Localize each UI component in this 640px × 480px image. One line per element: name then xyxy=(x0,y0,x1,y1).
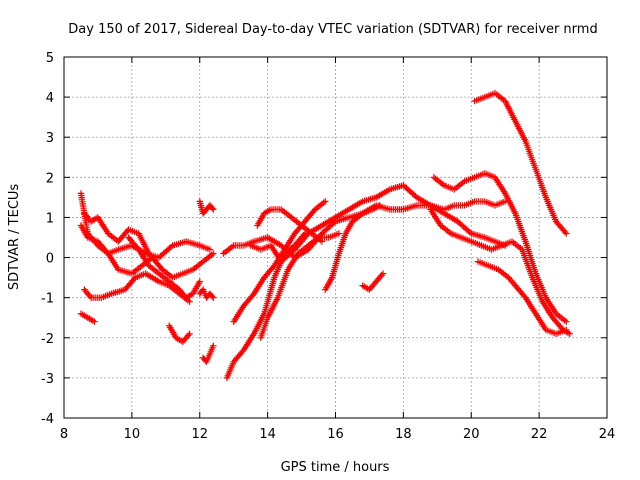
y-tick-label: -1 xyxy=(41,292,54,307)
series-track-r xyxy=(359,270,387,293)
data-point-markers xyxy=(359,270,387,293)
chart-title: Day 150 of 2017, Sidereal Day-to-day VTE… xyxy=(68,22,597,37)
x-tick-label: 16 xyxy=(327,427,344,442)
data-point-markers xyxy=(81,210,152,257)
data-point-markers xyxy=(199,342,217,365)
y-axis-label: SDTVAR / TECUs xyxy=(7,184,22,291)
series-track-f xyxy=(125,234,203,301)
data-point-markers xyxy=(430,170,570,325)
series-track-q xyxy=(322,202,383,293)
series-track-h xyxy=(196,198,217,217)
y-tick-label: -3 xyxy=(41,372,54,387)
x-tick-label: 14 xyxy=(259,427,276,442)
data-point-markers xyxy=(125,234,203,301)
series-track-g xyxy=(166,322,193,345)
series-track-d xyxy=(77,310,98,325)
y-tick-label: 4 xyxy=(46,91,54,106)
data-layer xyxy=(77,89,573,382)
series-track-v xyxy=(471,89,570,237)
data-point-markers xyxy=(223,230,309,382)
x-tick-label: 24 xyxy=(599,427,616,442)
x-tick-label: 10 xyxy=(124,427,141,442)
data-point-markers xyxy=(77,310,98,325)
series-track-e xyxy=(81,270,193,305)
series-track-i xyxy=(196,286,217,301)
x-axis-label: GPS time / hours xyxy=(281,460,390,475)
series-track-p xyxy=(254,206,326,245)
y-tick-label: 3 xyxy=(46,131,54,146)
series-track-b xyxy=(81,210,152,257)
series-track-c xyxy=(77,222,217,281)
y-tick-label: 5 xyxy=(46,51,54,66)
series-track-t xyxy=(427,206,573,337)
data-point-markers xyxy=(471,89,570,237)
series-track-o xyxy=(257,230,343,341)
x-tick-label: 20 xyxy=(463,427,480,442)
y-tick-label: 1 xyxy=(46,211,54,226)
data-point-markers xyxy=(81,270,193,305)
x-tick-label: 8 xyxy=(60,427,68,442)
x-tick-label: 12 xyxy=(191,427,208,442)
data-point-markers xyxy=(254,206,326,245)
y-tick-label: -4 xyxy=(41,412,54,427)
series-track-m xyxy=(223,230,309,382)
x-tick-label: 22 xyxy=(531,427,548,442)
data-point-markers xyxy=(322,202,383,293)
series-track-s xyxy=(430,170,570,325)
y-tick-label: 2 xyxy=(46,171,54,186)
data-point-markers xyxy=(474,258,570,337)
data-point-markers xyxy=(257,230,343,341)
data-point-markers xyxy=(427,206,573,337)
data-point-markers xyxy=(196,198,217,217)
series-track-j xyxy=(199,342,217,365)
x-tick-label: 18 xyxy=(395,427,412,442)
y-tick-label: -2 xyxy=(41,332,54,347)
y-tick-label: 0 xyxy=(46,252,54,267)
data-point-markers xyxy=(196,286,217,301)
data-point-markers xyxy=(166,322,193,345)
data-point-markers xyxy=(77,222,217,281)
series-track-u xyxy=(474,258,570,337)
